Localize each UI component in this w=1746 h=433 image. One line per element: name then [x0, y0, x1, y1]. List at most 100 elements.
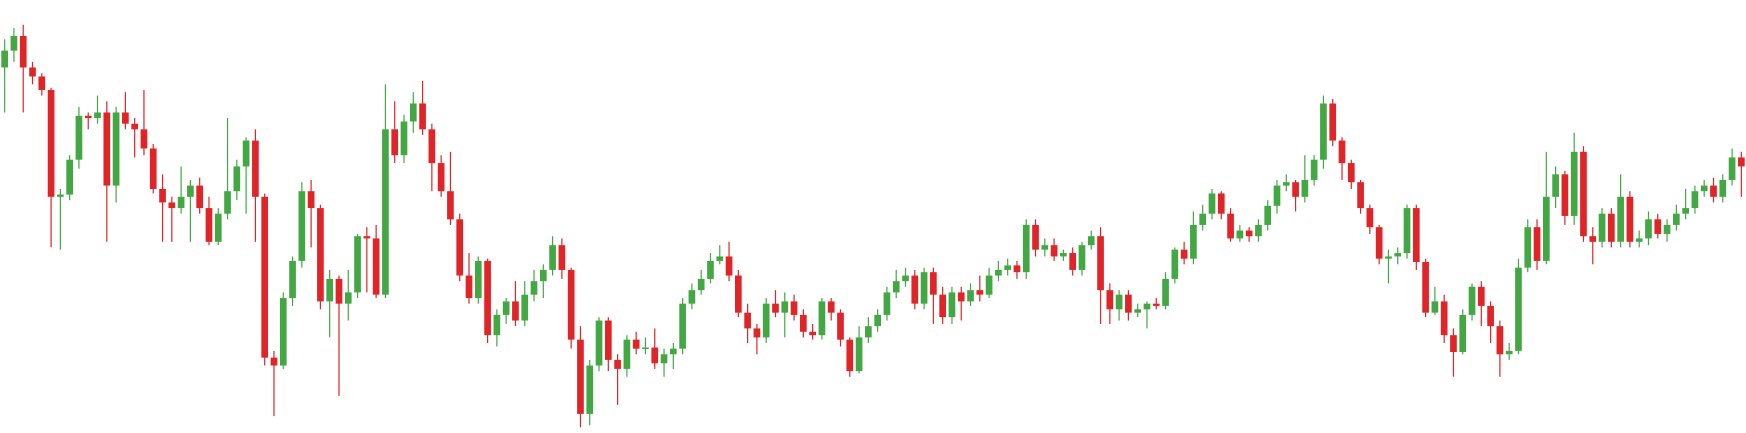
candle-body [205, 208, 213, 242]
candle-body [1477, 286, 1485, 306]
candle-body [112, 112, 120, 186]
candle-body [196, 185, 204, 209]
candle-body [1654, 219, 1662, 234]
candle-body [892, 281, 900, 293]
candle-body [1245, 230, 1253, 237]
candle-body [1171, 249, 1179, 279]
candle-body [1617, 196, 1624, 242]
candle-body [707, 260, 714, 279]
candle-body [688, 290, 696, 304]
candle-body [75, 115, 83, 160]
candle-body [883, 292, 891, 315]
candle-body [1682, 208, 1689, 214]
candle-body [1078, 245, 1086, 270]
candle-body [1663, 224, 1671, 234]
candle-body [1236, 230, 1244, 239]
candle-body [1087, 236, 1095, 246]
candle-body [1320, 103, 1327, 160]
candle-body [159, 188, 166, 203]
candle-body [967, 290, 974, 302]
candle-body [335, 278, 343, 304]
candle-body [1533, 227, 1541, 261]
candle-body [261, 196, 269, 358]
candle-body [29, 67, 36, 77]
candle-body [846, 339, 854, 372]
candle-body [1626, 196, 1634, 242]
candle-body [456, 219, 464, 276]
candle-body [1719, 179, 1727, 197]
candle-body [660, 354, 668, 364]
candle-body [939, 294, 946, 318]
candle-body [1459, 314, 1467, 353]
candle-body [549, 245, 556, 270]
candle-body [1310, 159, 1318, 180]
candle-body [1097, 236, 1104, 291]
candle-body [177, 196, 185, 209]
candle-body [855, 337, 863, 372]
candle-body [1115, 294, 1123, 310]
candle-body [976, 290, 984, 295]
candle-body [1013, 265, 1021, 273]
candle-body [437, 163, 445, 192]
candle-body [1022, 224, 1030, 273]
candle-body [753, 328, 761, 338]
candle-body [1190, 224, 1197, 259]
candle-body [1385, 256, 1392, 259]
candle-body [1032, 224, 1039, 250]
candle-body [1496, 326, 1504, 355]
candle-body [1125, 294, 1132, 313]
candle-body [762, 303, 770, 338]
candle-body [586, 365, 594, 414]
candle-body [1412, 208, 1420, 263]
candle-body [920, 272, 928, 304]
candle-body [363, 236, 371, 239]
candle-body [1635, 238, 1643, 242]
candle-body [317, 208, 324, 302]
candle-body [84, 115, 92, 119]
candle-body [242, 140, 250, 167]
candle-body [289, 260, 296, 299]
candle-body [1691, 191, 1699, 209]
candle-body [995, 269, 1002, 276]
candle-body [1542, 196, 1550, 261]
candle-body [1050, 245, 1058, 257]
candle-body [1570, 151, 1578, 216]
candle-body [1468, 286, 1476, 315]
candle-body [1394, 253, 1402, 257]
candle-body [567, 269, 575, 340]
candle-body [772, 303, 779, 313]
candle-body [1208, 193, 1216, 214]
candle-body [1255, 224, 1262, 237]
candle-body [1710, 185, 1717, 197]
candle-body [1515, 267, 1522, 351]
candle-body [307, 191, 315, 209]
candle-body [1645, 219, 1652, 239]
candle-body [484, 260, 491, 336]
candle-body [103, 112, 111, 186]
candle-body [298, 191, 306, 261]
candle-body [1357, 182, 1364, 209]
candle-body [911, 275, 919, 304]
candle-body [57, 194, 64, 197]
candle-body [1143, 303, 1151, 310]
candle-body [1431, 301, 1439, 313]
candle-body [623, 339, 631, 369]
candle-body [827, 301, 835, 313]
candle-body [187, 185, 194, 197]
candle-body [902, 275, 909, 282]
candle-body [1134, 309, 1142, 313]
candle-body [1505, 350, 1513, 355]
candle-body [474, 260, 482, 299]
candle-body [1301, 179, 1309, 197]
candle-body [632, 339, 640, 349]
candle-body [1106, 290, 1114, 310]
candle-body [1338, 140, 1346, 164]
candle-body [66, 159, 73, 195]
candle-body [948, 292, 956, 318]
candle-body [1, 50, 8, 68]
candle-body [428, 129, 436, 164]
candle-body [1217, 193, 1225, 214]
candle-body [10, 35, 18, 51]
candle-body [279, 298, 287, 366]
candle-body [1524, 227, 1532, 268]
